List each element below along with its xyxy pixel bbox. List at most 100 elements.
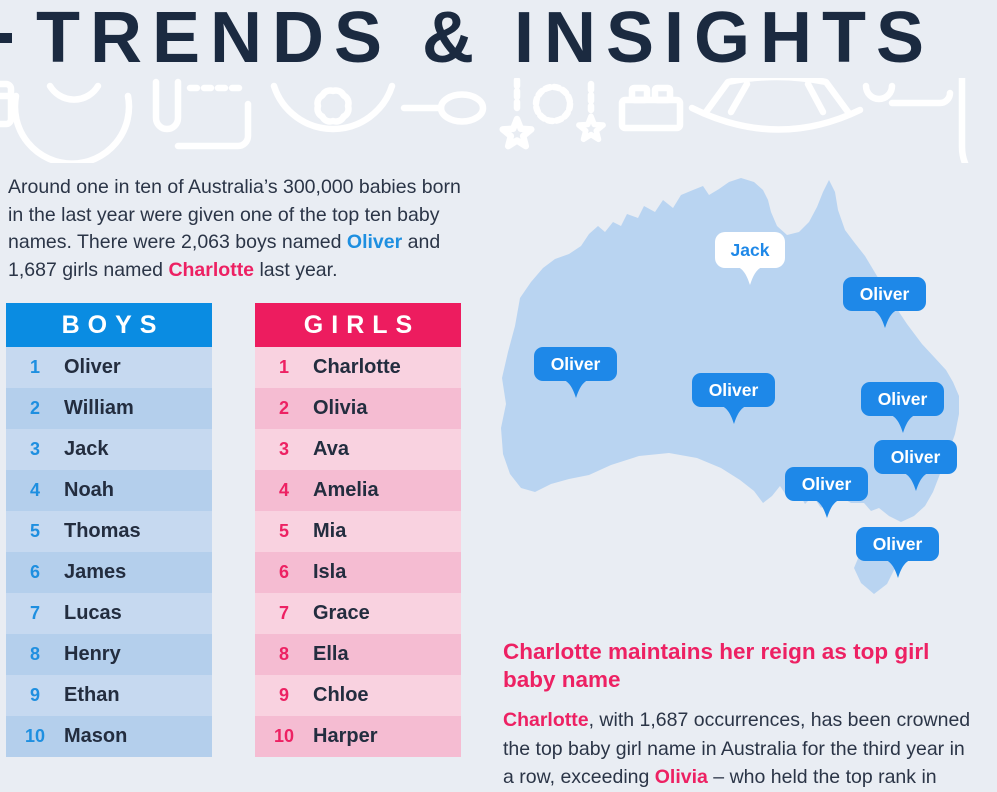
story-heading: Charlotte maintains her reign as top gir…: [503, 639, 930, 692]
rank-number: 7: [278, 603, 289, 623]
baby-name: Mason: [64, 725, 128, 747]
text-segment: Charlotte: [503, 709, 589, 731]
map-pin-oliver: Oliver: [785, 467, 868, 518]
rank-number: 5: [278, 521, 289, 541]
pin-label: Oliver: [550, 353, 601, 374]
table-row: 5 Mia: [255, 511, 461, 552]
text-segment: – who held the top rank in: [707, 766, 937, 788]
tasmania: [854, 551, 895, 594]
table-row: 8 Ella: [255, 634, 461, 675]
text-segment: Charlotte: [168, 258, 255, 281]
decor-dash: [0, 33, 12, 43]
pin-label: Oliver: [708, 379, 759, 400]
girls-table: GIRLS 1 Charlotte 2 Olivia 3 Ava 4 Amelia 5 Mia 6 I…: [255, 303, 461, 757]
pin-label: Jack: [730, 239, 770, 260]
map-pin-oliver: Oliver: [874, 440, 957, 491]
table-row: 7 Lucas: [6, 593, 212, 634]
rocking-horse-icon: [688, 78, 864, 133]
text-segment: last year.: [254, 258, 338, 281]
decor-icons-strip: [0, 78, 969, 163]
intro-paragraph: Around one in ten of Australia’s 300,000…: [8, 174, 478, 284]
baby-name: Thomas: [64, 520, 141, 542]
bowl-flower-icon: [270, 82, 396, 133]
rank-number: 6: [278, 562, 289, 582]
baby-name: Grace: [313, 602, 370, 624]
rank-number: 10: [24, 726, 46, 746]
baby-name: Olivia: [313, 397, 368, 419]
bib-icon: [11, 82, 133, 163]
pin-label: Oliver: [859, 283, 910, 304]
pin-label: Oliver: [872, 533, 923, 554]
table-row: 8 Henry: [6, 634, 212, 675]
spoon-icon: [400, 91, 487, 125]
table-row: 6 James: [6, 552, 212, 593]
pin-tail-icon: [561, 379, 590, 398]
baby-name: Isla: [313, 561, 347, 583]
australia-silhouette: [501, 178, 959, 594]
hanging-star-icon: [499, 78, 535, 150]
table-row: 9 Ethan: [6, 675, 212, 716]
baby-name: Ella: [313, 643, 349, 665]
baby-name: Mia: [313, 520, 347, 542]
map-pin-oliver: Oliver: [856, 527, 939, 578]
rank-number: 4: [29, 480, 40, 500]
page-title: TRENDS & INSIGHTS: [36, 0, 935, 78]
text-segment: Oliver: [346, 231, 403, 253]
wreath-icon: [532, 83, 574, 125]
baby-name: Jack: [64, 438, 109, 460]
table-row: 2 William: [6, 388, 212, 429]
baby-name: Noah: [64, 479, 114, 501]
crib-icon: [152, 78, 252, 150]
rank-number: 8: [278, 644, 289, 664]
rank-number: 9: [278, 685, 289, 705]
rank-number: 4: [278, 480, 289, 500]
hook-icon: [862, 82, 954, 107]
baby-name: Ava: [313, 438, 349, 460]
boys-table-header: BOYS: [6, 303, 212, 347]
rank-number: 3: [278, 439, 289, 459]
pin-tail-icon: [736, 266, 764, 285]
table-row: 10 Mason: [6, 716, 212, 757]
baby-name: Lucas: [64, 602, 122, 624]
rank-number: 10: [273, 726, 295, 746]
hanging-star-icon: [576, 80, 606, 143]
table-row: 4 Amelia: [255, 470, 461, 511]
rank-number: 2: [29, 398, 40, 418]
table-row: 6 Isla: [255, 552, 461, 593]
pin-tail-icon: [888, 414, 917, 433]
pin-label: Oliver: [890, 446, 941, 467]
rank-number: 2: [278, 398, 289, 418]
boys-table-body: 1 Oliver 2 William 3 Jack 4 Noah 5 Thomas 6 James 7 L…: [6, 347, 212, 757]
pin-tail-icon: [719, 405, 748, 424]
baby-name: Henry: [64, 643, 121, 665]
rank-number: 8: [29, 644, 40, 664]
map-pin-jack: Jack: [715, 232, 785, 285]
pin-label: Oliver: [877, 388, 928, 409]
table-row: 3 Ava: [255, 429, 461, 470]
table-row: 9 Chloe: [255, 675, 461, 716]
rank-number: 7: [29, 603, 40, 623]
baby-name: Ethan: [64, 684, 120, 706]
bottle-icon: [0, 80, 15, 128]
baby-name: James: [64, 561, 127, 583]
map-pin-oliver: Oliver: [843, 277, 926, 328]
table-row: 4 Noah: [6, 470, 212, 511]
table-row: 10 Harper: [255, 716, 461, 757]
frame-icon: [958, 78, 969, 163]
baby-name: Chloe: [313, 684, 369, 706]
pin-tail-icon: [870, 309, 899, 328]
table-row: 7 Grace: [255, 593, 461, 634]
rank-number: 1: [278, 357, 289, 377]
baby-name: Amelia: [313, 479, 379, 501]
rank-number: 6: [29, 562, 40, 582]
building-block-icon: [618, 84, 684, 132]
baby-name: Charlotte: [313, 356, 401, 378]
baby-name: Harper: [313, 725, 378, 747]
map-pin-oliver: Oliver: [534, 347, 617, 398]
table-row: 3 Jack: [6, 429, 212, 470]
table-row: 2 Olivia: [255, 388, 461, 429]
map-pins: Jack Oliver Oliver Oliver Oliver Oliver Oliver…: [497, 162, 997, 622]
text-segment: Around one in ten of Australia’s 300,000…: [8, 176, 461, 253]
rank-number: 9: [29, 685, 40, 705]
pin-tail-icon: [901, 472, 930, 491]
